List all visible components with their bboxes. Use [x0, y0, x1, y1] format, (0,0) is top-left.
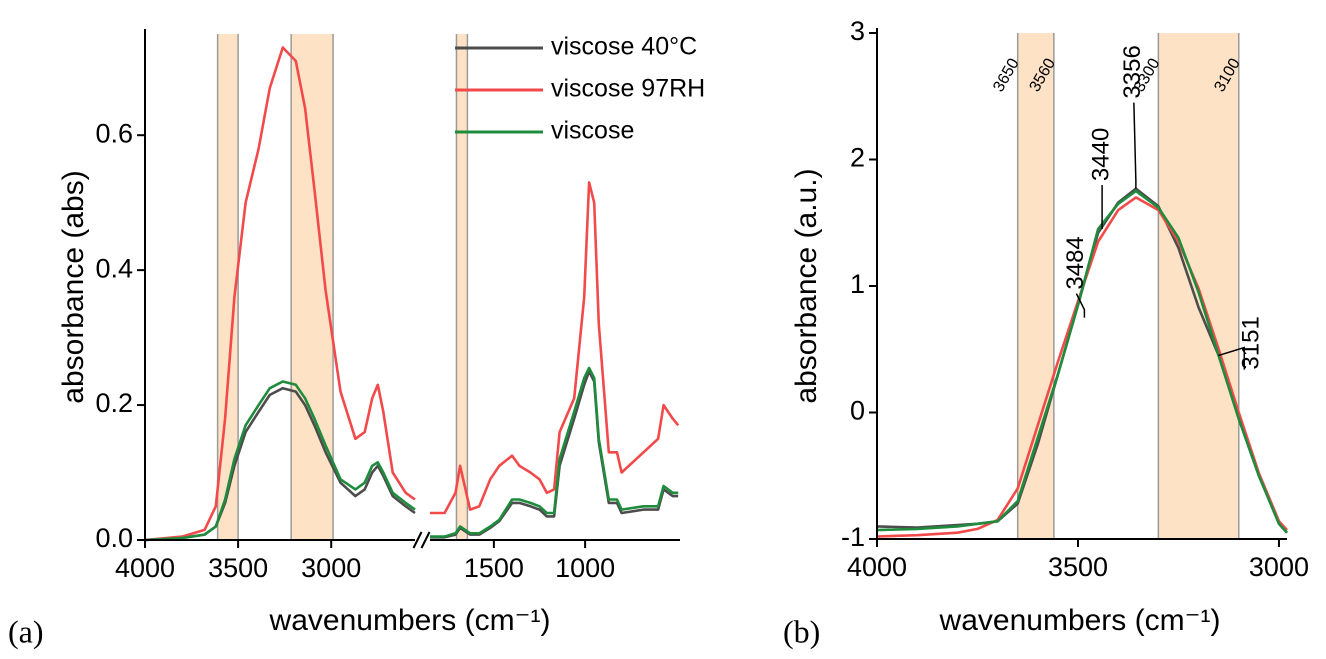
annotation-leader — [1133, 102, 1137, 189]
band — [217, 34, 239, 540]
x-tick-label: 4000 — [847, 552, 907, 582]
x-tick-label: 1000 — [555, 553, 615, 583]
x-tick-label: 4000 — [115, 553, 175, 583]
series-line — [430, 181, 680, 515]
panel-label: (b) — [783, 613, 820, 649]
y-tick-label: 1 — [850, 269, 865, 299]
y-tick-label: 0.2 — [95, 388, 133, 418]
annotation: 3356 — [1119, 45, 1146, 98]
axis-break — [412, 531, 423, 549]
band — [291, 34, 334, 540]
axis-break — [420, 531, 431, 549]
annotation: 3151 — [1238, 316, 1265, 369]
y-axis-label: absorbance (a.u.) — [790, 168, 823, 403]
annotation-leader — [1218, 346, 1246, 370]
y-tick-label: 0.4 — [95, 253, 133, 283]
y-tick-label: 0.6 — [95, 118, 133, 148]
y-tick-label: 2 — [850, 143, 865, 173]
y-tick-label: -1 — [841, 522, 865, 552]
x-tick-label: 3500 — [208, 553, 268, 583]
band — [1017, 33, 1054, 539]
series-line — [876, 196, 1288, 538]
panel-label: (a) — [8, 613, 44, 649]
y-tick-label: 0.0 — [95, 523, 133, 553]
x-tick-label: 1500 — [464, 553, 524, 583]
series-line — [876, 189, 1288, 534]
y-tick-label: 3 — [850, 16, 865, 46]
series-line — [430, 366, 679, 538]
y-tick-label: 0 — [850, 396, 865, 426]
annotation: 3440 — [1087, 128, 1114, 181]
series-line — [144, 380, 416, 542]
y-axis-label: absorbance (abs) — [57, 170, 90, 403]
annotation-leader — [1075, 293, 1086, 318]
x-axis-label: wavenumbers (cm⁻¹) — [939, 604, 1221, 637]
annotation: 3484 — [1062, 236, 1089, 289]
legend-label: viscose 40°C — [551, 33, 697, 61]
legend-label: viscose 97RH — [551, 75, 705, 103]
band — [456, 34, 468, 540]
series-line — [144, 46, 416, 542]
x-tick-label: 3000 — [301, 553, 361, 583]
x-tick-label: 3000 — [1249, 552, 1309, 582]
legend-label: viscose — [551, 117, 634, 145]
x-tick-label: 3500 — [1048, 552, 1108, 582]
x-axis-label: wavenumbers (cm⁻¹) — [269, 604, 551, 637]
